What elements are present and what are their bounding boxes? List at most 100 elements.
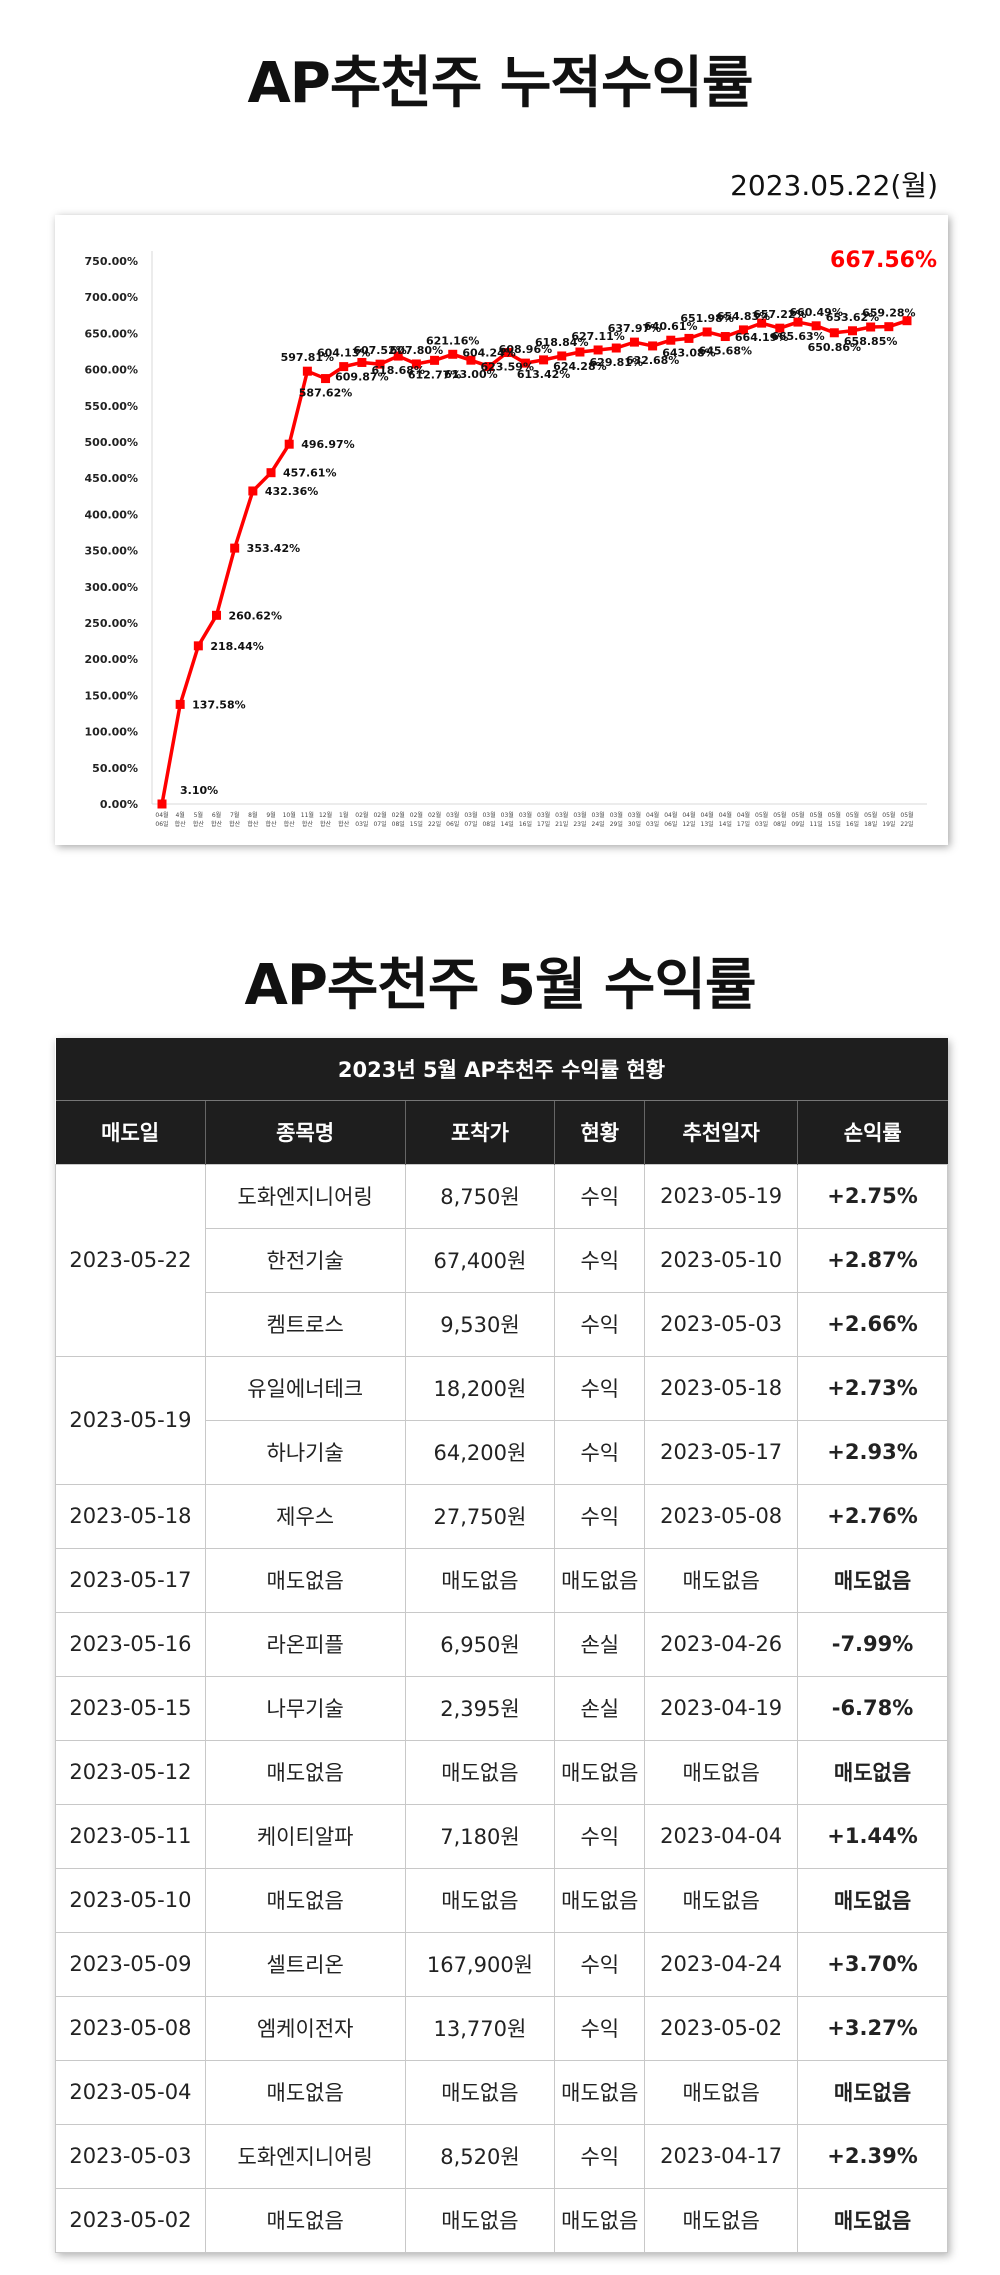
- data-point: [539, 355, 549, 365]
- x-tick-label: 19일: [882, 820, 895, 828]
- x-tick-label: 9월: [266, 811, 275, 819]
- data-point: [502, 348, 512, 358]
- status-cell: 매도없음: [554, 1867, 646, 1933]
- x-tick-label: 17일: [537, 820, 550, 828]
- data-point: [866, 322, 876, 332]
- data-point: [375, 359, 385, 369]
- profit-cell: 매도없음: [797, 1547, 948, 1613]
- data-point: [702, 327, 712, 337]
- x-tick-label: 6월: [212, 811, 221, 819]
- status-cell: 수익: [554, 1419, 646, 1485]
- price-cell: 매도없음: [404, 2059, 556, 2125]
- x-tick-label: 03일: [355, 820, 368, 828]
- x-tick-label: 합산: [211, 820, 223, 828]
- x-tick-label: 합산: [247, 820, 259, 828]
- table-row: 2023-05-22 도화엔지니어링 8,750원 수익 2023-05-19 +2.75…: [55, 1163, 948, 1357]
- price-cell: 67,400원: [404, 1227, 556, 1293]
- stock-name-cell: 켐트로스: [204, 1291, 406, 1357]
- x-tick-label: 03월: [519, 811, 532, 819]
- price-cell: 13,770원: [404, 1995, 556, 2061]
- x-tick-label: 08일: [482, 820, 495, 828]
- x-tick-label: 03월: [610, 811, 623, 819]
- table-row: 한전기술 67,400원 수익 2023-05-10 +2.87%: [56, 1227, 948, 1293]
- data-label: 660.49%: [789, 306, 842, 319]
- x-tick-label: 02월: [355, 811, 368, 819]
- price-cell: 8,750원: [404, 1163, 556, 1229]
- data-point: [757, 318, 767, 328]
- rec-date-cell: 2023-05-10: [644, 1227, 799, 1293]
- data-label: 137.58%: [192, 698, 245, 711]
- x-tick-label: 5월: [194, 811, 203, 819]
- x-tick-label: 14일: [501, 820, 514, 828]
- rec-date-cell: 2023-04-26: [644, 1611, 799, 1677]
- data-label: 608.96%: [499, 343, 552, 356]
- table-row: 2023-05-18 제우스 27,750원 수익 2023-05-08 +2.76%: [55, 1483, 948, 1549]
- profit-cell: 매도없음: [797, 2187, 948, 2253]
- sell-date-cell: 2023-05-10: [55, 1867, 206, 1933]
- x-tick-label: 8월: [248, 811, 257, 819]
- rec-date-cell: 2023-04-17: [644, 2123, 799, 2189]
- status-cell: 손실: [554, 1675, 646, 1741]
- data-label: 604.24%: [462, 347, 515, 360]
- x-tick-label: 05월: [828, 811, 841, 819]
- stock-name-cell: 셀트리온: [204, 1931, 406, 1997]
- data-point: [484, 362, 494, 372]
- y-tick-label: 400.00%: [85, 508, 138, 521]
- data-label: 496.97%: [301, 438, 354, 451]
- rec-date-cell: 2023-05-19: [644, 1163, 799, 1229]
- data-label: 618.68%: [371, 364, 424, 377]
- data-point: [793, 317, 803, 327]
- x-tick-label: 04월: [155, 811, 168, 819]
- data-point: [157, 799, 167, 809]
- data-point: [811, 321, 821, 331]
- status-cell: 수익: [554, 1931, 646, 1997]
- x-tick-label: 12일: [682, 820, 695, 828]
- price-cell: 9,530원: [404, 1291, 556, 1357]
- status-cell: 매도없음: [554, 1547, 646, 1613]
- data-label: 609.87%: [335, 370, 388, 383]
- rec-date-cell: 2023-05-03: [644, 1291, 799, 1357]
- y-tick-label: 250.00%: [85, 617, 138, 630]
- status-cell: 매도없음: [554, 1739, 646, 1805]
- data-point: [466, 355, 476, 365]
- sell-date-cell: 2023-05-04: [55, 2059, 206, 2125]
- data-point: [520, 358, 530, 368]
- data-label: 613.00%: [444, 368, 497, 381]
- stock-name-cell: 나무기술: [204, 1675, 406, 1741]
- status-cell: 수익: [554, 1803, 646, 1869]
- sell-date-cell: 2023-05-08: [55, 1995, 206, 2061]
- profit-cell: +2.39%: [797, 2123, 948, 2189]
- data-label: 650.86%: [808, 341, 861, 354]
- col-status: 현황: [554, 1100, 646, 1164]
- rec-date-cell: 매도없음: [644, 1547, 799, 1613]
- x-tick-label: 13일: [701, 820, 714, 828]
- x-tick-label: 07일: [373, 820, 386, 828]
- x-tick-label: 18일: [864, 820, 877, 828]
- stock-name-cell: 도화엔지니어링: [204, 1163, 406, 1229]
- y-tick-label: 750.00%: [85, 255, 138, 268]
- x-tick-label: 06일: [446, 820, 459, 828]
- status-cell: 수익: [554, 1995, 646, 2061]
- data-label: 587.62%: [299, 387, 352, 400]
- data-point: [248, 486, 258, 496]
- x-tick-label: 05월: [773, 811, 786, 819]
- status-cell: 수익: [554, 1227, 646, 1293]
- stock-name-cell: 케이티알파: [204, 1803, 406, 1869]
- report-date: 2023.05.22(월): [730, 169, 938, 202]
- data-label: 654.83%: [717, 310, 770, 323]
- x-tick-label: 02월: [373, 811, 386, 819]
- x-tick-label: 05월: [791, 811, 804, 819]
- table-row: 2023-05-08 엠케이전자 13,770원 수익 2023-05-02 +3.27%: [55, 1995, 948, 2061]
- x-tick-label: 합산: [338, 820, 350, 828]
- table-header-row: 매도일 종목명 포착가 현황 추천일자 손익률: [55, 1100, 948, 1164]
- sell-date-cell: 2023-05-02: [55, 2187, 206, 2253]
- data-point: [357, 357, 367, 367]
- price-cell: 2,395원: [404, 1675, 556, 1741]
- price-cell: 매도없음: [404, 1867, 556, 1933]
- data-label: 640.61%: [644, 320, 697, 333]
- x-tick-label: 10월: [283, 811, 296, 819]
- data-point: [411, 359, 421, 369]
- x-tick-label: 12월: [319, 811, 332, 819]
- x-tick-label: 합산: [302, 820, 314, 828]
- x-tick-label: 16일: [519, 820, 532, 828]
